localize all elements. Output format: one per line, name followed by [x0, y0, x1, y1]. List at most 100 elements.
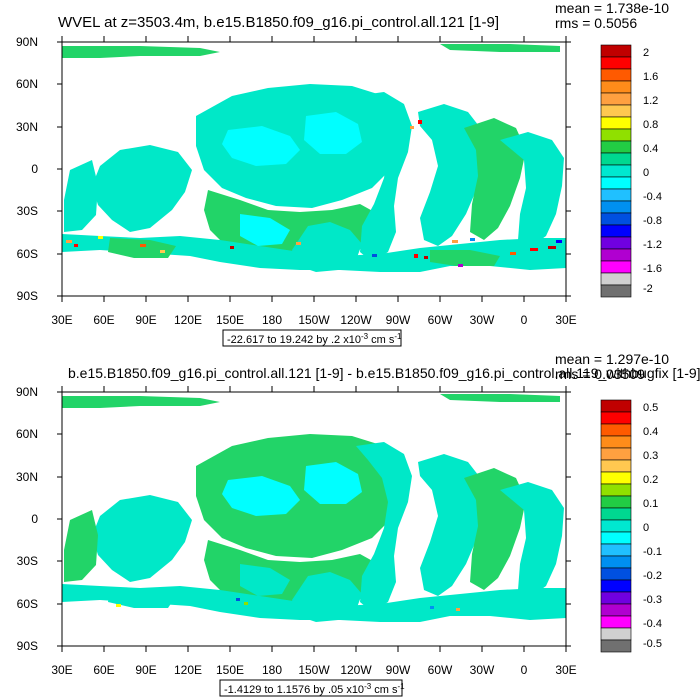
- range-text: -22.617 to 19.242 by .2 x10: [227, 334, 361, 346]
- lon-label: 60E: [93, 663, 114, 677]
- lon-label: 120W: [340, 663, 372, 677]
- svg-text:-1.4129 to 1.1576 by .05 x10-3: -1.4129 to 1.1576 by .05 x10-3 cm s-1: [224, 682, 405, 696]
- colorbar-swatch: [600, 459, 632, 473]
- range-label-box: -1.4129 to 1.1576 by .05 x10-3 cm s-1: [219, 679, 405, 697]
- lon-ticks: [61, 36, 567, 302]
- lon-label: 0: [521, 663, 528, 677]
- lon-label: 150E: [216, 663, 244, 677]
- colorbar-swatch: [600, 236, 632, 250]
- colorbar-label: 0.5: [643, 402, 658, 414]
- plot-title: WVEL at z=3503.4m, b.e15.B1850.f09_g16.p…: [58, 14, 499, 31]
- colorbar-label: 0: [643, 167, 649, 179]
- panel-top: WVEL at z=3503.4m, b.e15.B1850.f09_g16.p…: [16, 0, 669, 347]
- colorbar-label: -0.4: [643, 191, 662, 203]
- lon-label: 90E: [135, 663, 156, 677]
- anomaly-speckles: [116, 598, 460, 611]
- lon-label: 150W: [298, 663, 330, 677]
- colorbar-swatch: [600, 176, 632, 190]
- lon-labels: 30E 60E 90E 120E 150E 180 150W 120W 90W …: [51, 663, 576, 677]
- lat-ticks: [57, 41, 571, 297]
- colorbar-swatch: [600, 116, 632, 130]
- colorbar-swatch: [600, 603, 632, 617]
- lat-label: 90S: [17, 289, 38, 303]
- colorbar-label: -2: [643, 283, 653, 295]
- ocean-fill: [62, 394, 566, 622]
- colorbar-label: 0.8: [643, 119, 658, 131]
- lon-label: 90W: [386, 313, 411, 327]
- lat-label: 60N: [16, 427, 38, 441]
- lat-label: 0: [31, 512, 38, 526]
- lon-label: 60E: [93, 313, 114, 327]
- colorbar-label: -1.2: [643, 239, 662, 251]
- lat-labels: 90N 60N 30N 0 30S 60S 90S: [16, 35, 38, 303]
- range-units-exp: -1: [397, 682, 405, 691]
- lat-label: 60S: [17, 247, 38, 261]
- lon-label: 120W: [340, 313, 372, 327]
- rms-label: rms = 0.5056: [555, 15, 637, 31]
- colorbar-label: -0.1: [643, 546, 662, 558]
- colorbar-swatch: [600, 140, 632, 154]
- lon-label: 90W: [386, 663, 411, 677]
- colorbar-swatch: [600, 248, 632, 262]
- colorbar-swatch: [600, 92, 632, 106]
- colorbar-swatch: [600, 639, 632, 653]
- colorbar-label: 2: [643, 47, 649, 59]
- lon-label: 30E: [555, 313, 576, 327]
- colorbar-swatch: [600, 200, 632, 214]
- colorbar-swatch: [600, 495, 632, 509]
- lon-label: 30W: [470, 663, 495, 677]
- colorbar-swatch: [600, 507, 632, 521]
- range-units-exp: -1: [394, 332, 402, 341]
- colorbar-swatch: [600, 531, 632, 545]
- colorbar-swatch: [600, 435, 632, 449]
- colorbar-label: 0.4: [643, 143, 658, 155]
- colorbar-swatch: [600, 423, 632, 437]
- colorbar-swatch: [600, 212, 632, 226]
- colorbar-swatch: [600, 272, 632, 286]
- colorbar-label: -0.8: [643, 215, 662, 227]
- range-units: cm s: [371, 684, 398, 696]
- colorbar-labels: 0.5 0.4 0.3 0.2 0.1 0 -0.1 -0.2 -0.3 -0.…: [643, 402, 662, 650]
- colorbar-swatch: [600, 68, 632, 82]
- lat-label: 90N: [16, 385, 38, 399]
- colorbar-swatch: [600, 591, 632, 605]
- panel-bottom: mean = 1.297e-10 b.e15.B1850.f09_g16.pi_…: [0, 350, 700, 700]
- lat-label: 90S: [17, 639, 38, 653]
- colorbar: 2 1.6 1.2 0.8 0.4 0 -0.4 -0.8 -1.2 -1.6 …: [600, 44, 662, 298]
- range-exp: -3: [364, 682, 372, 691]
- colorbar-swatch: [600, 483, 632, 497]
- colorbar-swatch: [600, 284, 632, 298]
- colorbar-swatch: [600, 80, 632, 94]
- lon-labels: 30E 60E 90E 120E 150E 180 150W 120W 90W …: [51, 313, 576, 327]
- lon-label: 150E: [216, 313, 244, 327]
- mean-label: mean = 1.738e-10: [555, 0, 669, 16]
- lon-label: 30W: [470, 313, 495, 327]
- lat-label: 0: [31, 162, 38, 176]
- colorbar-swatch: [600, 164, 632, 178]
- colorbar-swatch: [600, 399, 632, 413]
- lat-label: 30N: [16, 120, 38, 134]
- colorbar-swatch: [600, 627, 632, 641]
- svg-text:-22.617 to 19.242 by .2 x10-3: -22.617 to 19.242 by .2 x10-3 cm s-1: [227, 332, 402, 346]
- colorbar-swatch: [600, 260, 632, 274]
- colorbar-label: -0.2: [643, 570, 662, 582]
- colorbar-swatch: [600, 188, 632, 202]
- lon-label: 180: [262, 663, 282, 677]
- colorbar-swatch: [600, 128, 632, 142]
- lon-ticks: [61, 386, 567, 652]
- lon-label: 30E: [51, 663, 72, 677]
- range-label-box: -22.617 to 19.242 by .2 x10-3 cm s-1: [222, 329, 402, 347]
- colorbar-swatch: [600, 519, 632, 533]
- colorbar-label: 0.4: [643, 426, 658, 438]
- colorbar-swatch: [600, 567, 632, 581]
- colorbar-swatch: [600, 543, 632, 557]
- colorbar-label: 0: [643, 522, 649, 534]
- colorbar-label: -0.4: [643, 618, 662, 630]
- colorbar-swatch: [600, 152, 632, 166]
- map-area: [61, 41, 567, 297]
- colorbar-swatch: [600, 411, 632, 425]
- colorbar-swatch: [600, 555, 632, 569]
- colorbar-swatch: [600, 104, 632, 118]
- panel-bottom-svg: mean = 1.297e-10 b.e15.B1850.f09_g16.pi_…: [16, 351, 700, 697]
- lat-label: 30N: [16, 470, 38, 484]
